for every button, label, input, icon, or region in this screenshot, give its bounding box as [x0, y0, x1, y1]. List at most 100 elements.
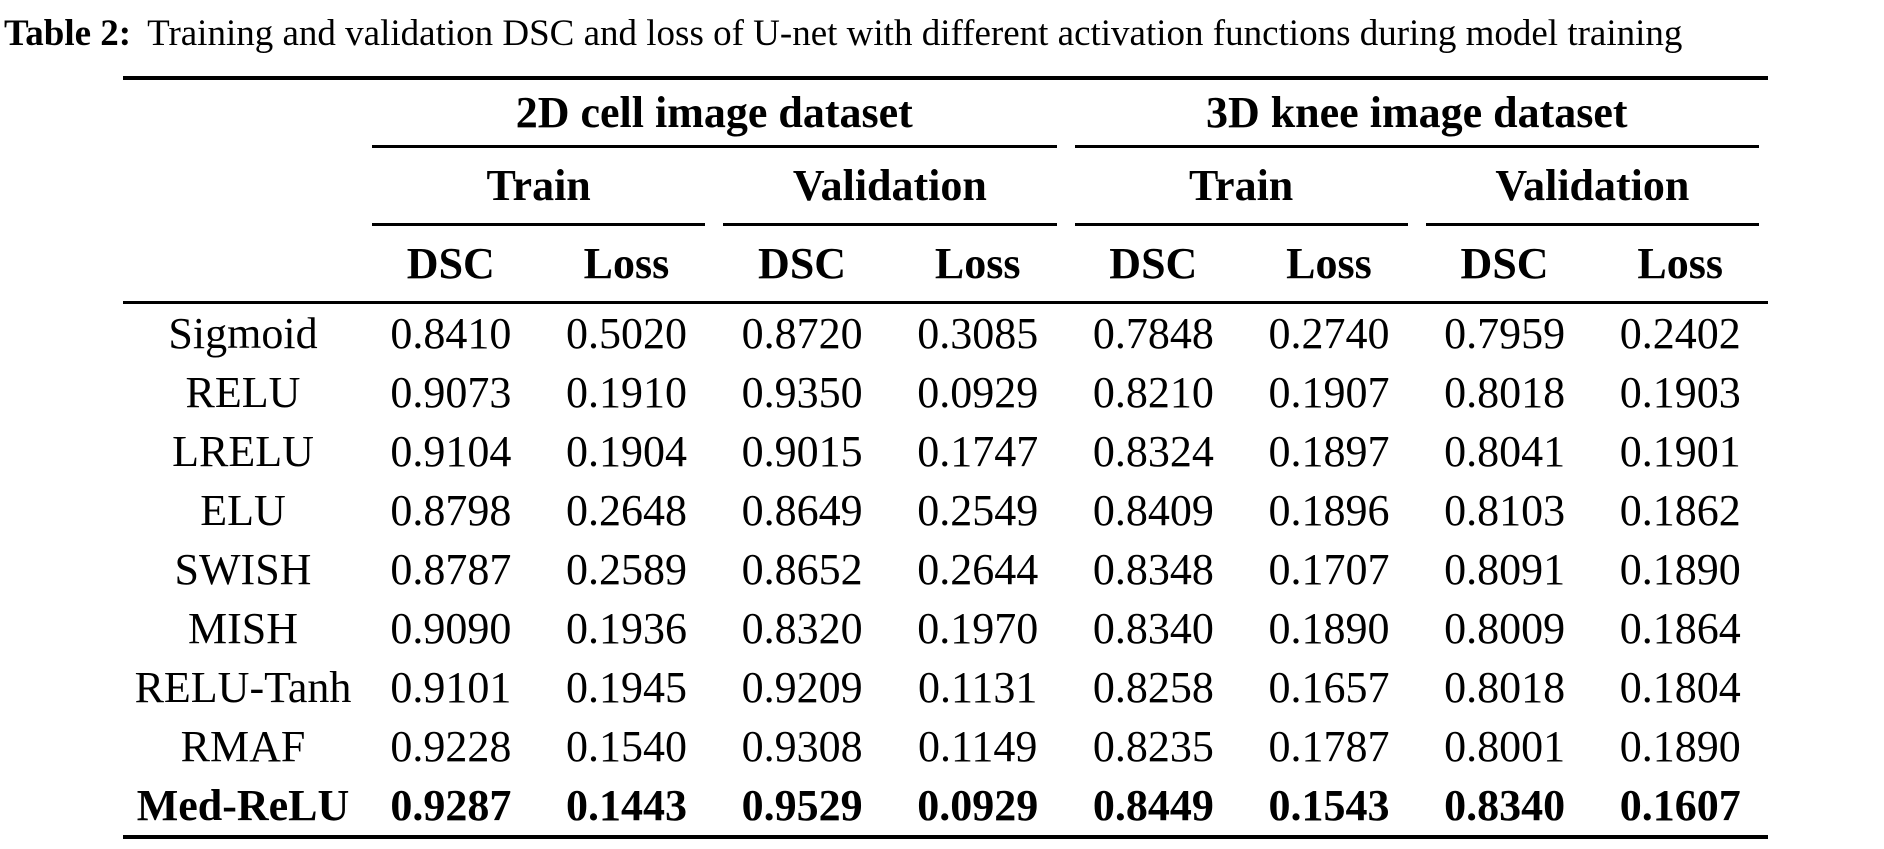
cell-value: 0.1896 [1268, 486, 1390, 536]
cell-value: 0.8652 [741, 545, 863, 595]
cell-value: 0.8409 [1092, 486, 1214, 536]
cell-value: 0.9090 [390, 604, 512, 654]
phase-header-validation-2d-cell: Validation [714, 148, 1065, 227]
cell-value: 0.8258 [1092, 663, 1214, 713]
cell-value: 0.1910 [565, 368, 687, 418]
phase-header-row: Train Validation Train Validation [123, 148, 1768, 227]
cell-value: 0.8410 [390, 309, 512, 359]
table-row: MISH 0.9090 0.1936 0.8320 0.1970 0.8340 … [123, 599, 1768, 658]
cell-value: 0.2644 [917, 545, 1039, 595]
corner-cell [123, 78, 363, 148]
cell-value: 0.2589 [565, 545, 687, 595]
group-header-row: 2D cell image dataset 3D knee image data… [123, 78, 1769, 149]
group-header-2d-cell: 2D cell image dataset [363, 78, 1066, 149]
row-label: LRELU [172, 427, 314, 477]
phase-header-train-3d-cell: Train [1066, 148, 1417, 227]
phase-header-train-3d: Train [1074, 148, 1408, 227]
cell-value: 0.1862 [1619, 486, 1741, 536]
cell-value: 0.9104 [390, 427, 512, 477]
cell-value: 0.1543 [1268, 781, 1390, 831]
cell-value: 0.8340 [1092, 604, 1214, 654]
cell-value: 0.9015 [741, 427, 863, 477]
cell-value: 0.2648 [565, 486, 687, 536]
metric-header-row: DSC Loss DSC Loss DSC Loss DSC Loss [123, 226, 1768, 305]
row-label: Med-ReLU [136, 781, 350, 831]
cell-value: 0.1936 [565, 604, 687, 654]
cell-value: 0.1897 [1268, 427, 1390, 477]
row-label: SWISH [174, 545, 312, 595]
cell-value: 0.1657 [1268, 663, 1390, 713]
cell-value: 0.8018 [1444, 368, 1566, 418]
phase-header-validation-2d: Validation [723, 148, 1057, 227]
phase-header-train-2d-cell: Train [363, 148, 714, 227]
cell-value: 0.8103 [1444, 486, 1566, 536]
cell-value: 0.1904 [565, 427, 687, 477]
table-row: LRELU 0.9104 0.1904 0.9015 0.1747 0.8324… [123, 422, 1768, 481]
cell-value: 0.8009 [1444, 604, 1566, 654]
group-header-3d: 3D knee image dataset [1074, 80, 1759, 149]
metric-header: Loss [889, 226, 1066, 305]
table-row: RMAF 0.9228 0.1540 0.9308 0.1149 0.8235 … [123, 717, 1768, 776]
cell-value: 0.1890 [1268, 604, 1390, 654]
cell-value: 0.0929 [917, 781, 1039, 831]
metric-header: DSC [363, 226, 539, 305]
cell-value: 0.8720 [741, 309, 863, 359]
cell-value: 0.8018 [1444, 663, 1566, 713]
cell-value: 0.8235 [1092, 722, 1214, 772]
cell-value: 0.2402 [1619, 309, 1741, 359]
cell-value: 0.1970 [917, 604, 1039, 654]
phase-header-validation-3d: Validation [1425, 148, 1759, 227]
cell-value: 0.9073 [390, 368, 512, 418]
group-header-3d-cell: 3D knee image dataset [1066, 78, 1769, 149]
cell-value: 0.7959 [1444, 309, 1566, 359]
cell-value: 0.1540 [565, 722, 687, 772]
cell-value: 0.1607 [1619, 781, 1741, 831]
cell-value: 0.1907 [1268, 368, 1390, 418]
corner-cell [123, 148, 363, 226]
cell-value: 0.8348 [1092, 545, 1214, 595]
table-row: SWISH 0.8787 0.2589 0.8652 0.2644 0.8348… [123, 540, 1768, 599]
cell-value: 0.1890 [1619, 545, 1741, 595]
table-row: RELU-Tanh 0.9101 0.1945 0.9209 0.1131 0.… [123, 658, 1768, 717]
phase-header-validation-3d-cell: Validation [1417, 148, 1768, 227]
cell-value: 0.8320 [741, 604, 863, 654]
metric-header: Loss [538, 226, 715, 305]
cell-value: 0.1149 [918, 722, 1038, 772]
cell-value: 0.1864 [1619, 604, 1741, 654]
cell-value: 0.9529 [741, 781, 863, 831]
row-label: RELU-Tanh [134, 663, 352, 713]
table-row: Med-ReLU 0.9287 0.1443 0.9529 0.0929 0.8… [123, 776, 1768, 837]
cell-value: 0.8649 [741, 486, 863, 536]
cell-value: 0.1747 [917, 427, 1039, 477]
table-row: ELU 0.8798 0.2648 0.8649 0.2549 0.8409 0… [123, 481, 1768, 540]
cell-value: 0.1890 [1619, 722, 1741, 772]
cell-value: 0.1131 [918, 663, 1038, 713]
cell-value: 0.2549 [917, 486, 1039, 536]
cell-value: 0.1804 [1619, 663, 1741, 713]
cell-value: 0.8449 [1092, 781, 1214, 831]
row-label: Sigmoid [168, 309, 318, 359]
cell-value: 0.9209 [741, 663, 863, 713]
phase-header-train-2d: Train [372, 148, 706, 227]
cell-value: 0.2740 [1268, 309, 1390, 359]
cell-value: 0.1707 [1268, 545, 1390, 595]
group-header-2d: 2D cell image dataset [372, 80, 1057, 149]
cell-value: 0.9101 [390, 663, 512, 713]
row-label: RMAF [180, 722, 306, 772]
cell-value: 0.7848 [1092, 309, 1214, 359]
cell-value: 0.3085 [917, 309, 1039, 359]
metric-header: Loss [1592, 226, 1768, 305]
cell-value: 0.1903 [1619, 368, 1741, 418]
cell-value: 0.9228 [390, 722, 512, 772]
cell-value: 0.1945 [565, 663, 687, 713]
cell-value: 0.8091 [1444, 545, 1566, 595]
metric-header: DSC [1416, 226, 1593, 305]
cell-value: 0.9350 [741, 368, 863, 418]
cell-value: 0.8787 [390, 545, 512, 595]
cell-value: 0.9308 [741, 722, 863, 772]
table-row: RELU 0.9073 0.1910 0.9350 0.0929 0.8210 … [123, 363, 1768, 422]
cell-value: 0.9287 [390, 781, 512, 831]
row-label: ELU [200, 486, 286, 536]
metric-header: DSC [714, 226, 890, 305]
cell-value: 0.8324 [1092, 427, 1214, 477]
